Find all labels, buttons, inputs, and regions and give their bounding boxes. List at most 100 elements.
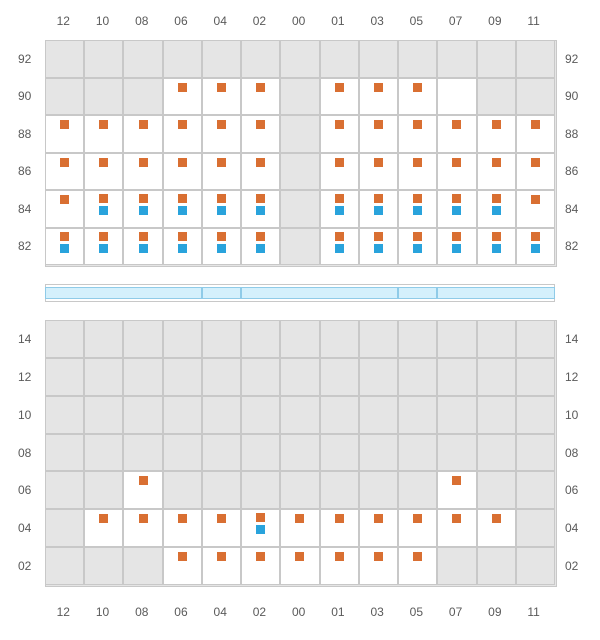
row-label-left-bottom-14: 14 bbox=[18, 332, 31, 346]
bottom-cell-bg bbox=[359, 396, 398, 434]
top-cell-bg bbox=[123, 40, 162, 78]
bottom-cell-bg bbox=[84, 396, 123, 434]
row-label-right-bottom-06: 06 bbox=[565, 483, 578, 497]
top-cell-bg bbox=[84, 78, 123, 116]
top-seat[interactable] bbox=[437, 78, 476, 116]
marker-orange bbox=[99, 514, 108, 523]
marker-orange bbox=[492, 158, 501, 167]
bottom-cell-bg bbox=[398, 471, 437, 509]
marker-orange bbox=[217, 120, 226, 129]
row-label-right-bottom-10: 10 bbox=[565, 408, 578, 422]
bottom-cell-bg bbox=[123, 547, 162, 585]
col-label-top-12: 12 bbox=[57, 14, 70, 28]
col-label-top-10: 10 bbox=[96, 14, 109, 28]
bottom-cell-bg bbox=[516, 396, 555, 434]
row-label-left-top-88: 88 bbox=[18, 127, 31, 141]
marker-orange bbox=[139, 514, 148, 523]
col-label-top-03: 03 bbox=[370, 14, 383, 28]
marker-blue bbox=[531, 244, 540, 253]
top-cell-bg bbox=[163, 40, 202, 78]
bottom-cell-bg bbox=[241, 471, 280, 509]
bottom-cell-bg bbox=[84, 320, 123, 358]
marker-orange bbox=[139, 158, 148, 167]
col-label-top-01: 01 bbox=[331, 14, 344, 28]
bottom-cell-bg bbox=[437, 358, 476, 396]
bottom-cell-bg bbox=[163, 358, 202, 396]
marker-blue bbox=[99, 244, 108, 253]
marker-blue bbox=[374, 244, 383, 253]
col-label-bottom-00: 00 bbox=[292, 605, 305, 619]
bottom-cell-bg bbox=[45, 547, 84, 585]
row-label-right-top-92: 92 bbox=[565, 52, 578, 66]
bottom-cell-bg bbox=[398, 358, 437, 396]
bottom-cell-bg bbox=[84, 547, 123, 585]
marker-blue bbox=[413, 244, 422, 253]
bottom-cell-bg bbox=[45, 434, 84, 472]
bottom-cell-bg bbox=[320, 320, 359, 358]
marker-orange bbox=[531, 120, 540, 129]
middle-segment[interactable] bbox=[202, 287, 241, 299]
middle-segment[interactable] bbox=[241, 287, 398, 299]
bottom-cell-bg bbox=[516, 509, 555, 547]
bottom-cell-bg bbox=[477, 358, 516, 396]
col-label-bottom-06: 06 bbox=[174, 605, 187, 619]
row-label-left-top-82: 82 bbox=[18, 239, 31, 253]
col-label-bottom-12: 12 bbox=[57, 605, 70, 619]
seating-diagram: 1210080604020001030507091112100806040200… bbox=[0, 0, 600, 640]
row-label-right-bottom-08: 08 bbox=[565, 446, 578, 460]
bottom-cell-bg bbox=[123, 358, 162, 396]
bottom-cell-bg bbox=[280, 358, 319, 396]
bottom-cell-bg bbox=[359, 434, 398, 472]
row-label-right-bottom-04: 04 bbox=[565, 521, 578, 535]
bottom-cell-bg bbox=[477, 396, 516, 434]
marker-orange bbox=[413, 552, 422, 561]
bottom-cell-bg bbox=[398, 396, 437, 434]
marker-orange bbox=[335, 158, 344, 167]
row-label-left-top-92: 92 bbox=[18, 52, 31, 66]
marker-orange bbox=[217, 232, 226, 241]
marker-blue bbox=[413, 206, 422, 215]
marker-orange bbox=[217, 552, 226, 561]
top-cell-bg bbox=[45, 78, 84, 116]
bottom-cell-bg bbox=[477, 434, 516, 472]
top-cell-bg bbox=[359, 40, 398, 78]
top-cell-bg bbox=[320, 40, 359, 78]
marker-orange bbox=[60, 195, 69, 204]
bottom-cell-bg bbox=[202, 471, 241, 509]
bottom-cell-bg bbox=[477, 547, 516, 585]
marker-blue bbox=[217, 244, 226, 253]
marker-orange bbox=[256, 232, 265, 241]
marker-orange bbox=[60, 120, 69, 129]
top-cell-bg bbox=[45, 40, 84, 78]
bottom-cell-bg bbox=[84, 471, 123, 509]
top-cell-bg bbox=[280, 78, 319, 116]
row-label-right-top-86: 86 bbox=[565, 164, 578, 178]
row-label-left-bottom-06: 06 bbox=[18, 483, 31, 497]
marker-orange bbox=[295, 514, 304, 523]
marker-blue bbox=[374, 206, 383, 215]
row-label-left-bottom-02: 02 bbox=[18, 559, 31, 573]
row-label-right-bottom-02: 02 bbox=[565, 559, 578, 573]
bottom-cell-bg bbox=[84, 358, 123, 396]
row-label-left-top-86: 86 bbox=[18, 164, 31, 178]
marker-orange bbox=[139, 194, 148, 203]
bottom-cell-bg bbox=[437, 396, 476, 434]
middle-segment[interactable] bbox=[437, 287, 555, 299]
col-label-top-07: 07 bbox=[449, 14, 462, 28]
middle-segment[interactable] bbox=[45, 287, 202, 299]
bottom-cell-bg bbox=[320, 396, 359, 434]
middle-segment[interactable] bbox=[398, 287, 437, 299]
marker-orange bbox=[178, 83, 187, 92]
marker-blue bbox=[217, 206, 226, 215]
row-label-right-top-90: 90 bbox=[565, 89, 578, 103]
col-label-top-00: 00 bbox=[292, 14, 305, 28]
marker-orange bbox=[178, 158, 187, 167]
marker-orange bbox=[413, 83, 422, 92]
top-cell-bg bbox=[241, 40, 280, 78]
bottom-cell-bg bbox=[241, 434, 280, 472]
marker-orange bbox=[335, 194, 344, 203]
marker-orange bbox=[256, 83, 265, 92]
marker-blue bbox=[256, 525, 265, 534]
marker-orange bbox=[452, 194, 461, 203]
col-label-top-11: 11 bbox=[527, 14, 539, 28]
